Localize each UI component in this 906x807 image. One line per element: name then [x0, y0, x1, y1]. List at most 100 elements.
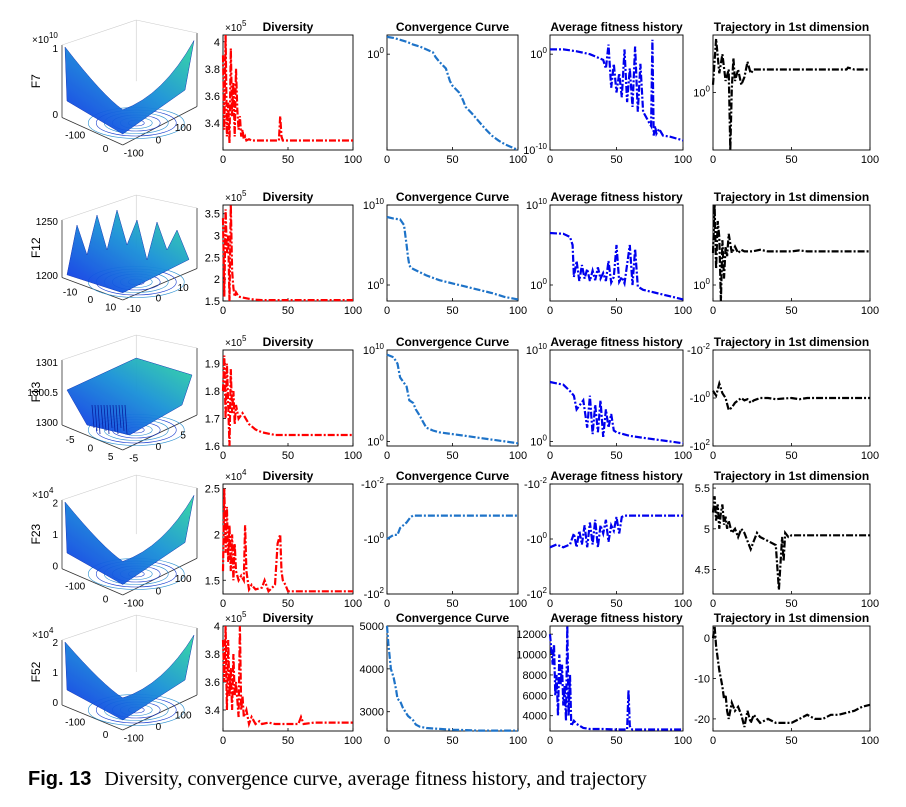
grid-line: [61, 19, 137, 46]
x-tick-label: 100: [674, 450, 692, 462]
y-tick-label: 1.8: [205, 386, 220, 398]
y-tick-label: -20: [694, 714, 710, 726]
x-tick-label: 0: [710, 735, 716, 747]
x-tick-label: 0: [220, 735, 226, 747]
x-tick-label: 100: [509, 598, 527, 610]
plot-frame: [386, 204, 519, 302]
z-tick-label: 0: [52, 110, 58, 121]
y-tick-label: 3.8: [205, 649, 220, 661]
z-tick-label: 1300.5: [27, 388, 58, 399]
surface-mesh: [66, 357, 193, 436]
x-tick-label: 50: [282, 735, 294, 747]
y-tick-label: 4000: [523, 711, 547, 723]
y-tick-label: 100: [175, 574, 192, 585]
x-tick-label: 0: [103, 594, 109, 605]
convergence-chart-f7: Convergence Curve 0 50 100 100: [367, 20, 527, 166]
y-tick-label: 1010: [526, 342, 548, 357]
y-tick-label: 100: [367, 277, 384, 292]
grid-line: [61, 614, 137, 641]
data-series-line: [549, 231, 684, 301]
x-tick-label: 50: [785, 735, 797, 747]
plot-frame: [386, 349, 519, 447]
grid-line: [136, 19, 198, 34]
z-tick-label: 2: [52, 638, 58, 649]
plot-frame: [386, 625, 519, 732]
y-tick-label: 0: [704, 633, 710, 645]
x-tick-label: 50: [785, 305, 797, 317]
data-series-line: [549, 514, 683, 549]
data-series-line: [386, 514, 518, 540]
data-series-line: [385, 625, 518, 732]
plot-frame: [712, 625, 871, 732]
plot-frame: [386, 34, 519, 151]
y-tick-label: 4: [214, 37, 220, 49]
axis-line: [61, 117, 123, 146]
z-multiplier: ×104: [32, 626, 54, 641]
x-tick-label: 100: [344, 450, 362, 462]
surface-plot-f52: F52 ×104 0 1 2 -100 0 -100 0 100: [29, 614, 198, 745]
plot-frame: [222, 204, 354, 302]
y-tick-label: 3.4: [205, 118, 220, 130]
convergence-chart-f52: Convergence Curve 0 50 100 3000 4000 5000: [360, 611, 528, 747]
data-series-line: [386, 35, 519, 152]
y-tick-label: -10-2: [524, 476, 548, 491]
y-tick-label: 1010: [526, 197, 548, 212]
x-tick-label: 0: [384, 598, 390, 610]
x-tick-label: 100: [674, 305, 692, 317]
x-tick-label: 100: [861, 735, 879, 747]
y-tick-label: 8000: [523, 670, 547, 682]
y-tick-label: 1.6: [205, 441, 220, 453]
axis-line: [61, 704, 123, 731]
y-tick-label: 10: [178, 283, 190, 294]
y-tick-label: 5: [704, 524, 710, 536]
y-multiplier: ×105: [225, 189, 247, 204]
y-tick-label: 0: [156, 722, 162, 733]
x-tick-label: 50: [610, 450, 622, 462]
plot-frame: [549, 349, 684, 447]
chart-title: Trajectory in 1st dimension: [714, 611, 869, 625]
y-tick-label: 6000: [523, 690, 547, 702]
x-tick-label: 0: [384, 154, 390, 166]
surface-plot-f13: F13 1300 1300.5 1301 -5 0 5 -5 0 5: [27, 334, 198, 465]
y-tick-label: -102: [690, 438, 711, 453]
plot-frame: [386, 483, 519, 595]
grid-line: [61, 334, 137, 361]
surface-spike: [103, 404, 107, 432]
data-series-line: [221, 355, 353, 447]
data-series-line: [386, 215, 519, 301]
average-chart-f23: Average fitness history 0 50 100 -10-2 -100 -1…: [524, 469, 692, 610]
chart-title: Average fitness history: [550, 20, 683, 34]
data-series-line: [711, 625, 871, 728]
x-tick-label: 0: [220, 598, 226, 610]
y-tick-label: 1010: [363, 342, 385, 357]
surface-mesh: [64, 495, 195, 585]
y-tick-label: -100: [527, 531, 548, 546]
y-tick-label: 0: [156, 136, 162, 147]
trajectory-chart-f7: Trajectory in 1st dimension 0 50 100 100: [693, 20, 879, 166]
chart-title: Diversity: [263, 335, 314, 349]
data-series-line: [221, 488, 353, 594]
y-tick-label: 3000: [360, 707, 384, 719]
y-tick-label: -5: [129, 454, 138, 465]
x-tick-label: 50: [446, 598, 458, 610]
surface-spike: [124, 404, 128, 435]
y-tick-label: -100: [364, 531, 385, 546]
y-tick-label: 3.8: [205, 64, 220, 76]
z-tick-label: 1200: [36, 271, 59, 282]
grid-line: [136, 334, 198, 349]
trajectory-chart-f12: Trajectory in 1st dimension 0 50 100 100: [693, 190, 879, 317]
x-tick-label: 100: [509, 735, 527, 747]
y-tick-label: 3: [214, 231, 220, 243]
x-tick-label: 0: [710, 598, 716, 610]
surface-spike: [121, 404, 125, 432]
plot-frame: [549, 625, 684, 732]
z-tick-label: 1300: [36, 418, 59, 429]
y-tick-label: 100: [530, 46, 547, 61]
y-tick-label: 2.5: [205, 484, 220, 496]
surface-plot-f7: F7 ×1010 0 1 -100 0 -100 0 100: [29, 19, 198, 159]
grid-line: [61, 194, 137, 221]
y-tick-label: -102: [527, 586, 548, 601]
y-multiplier: ×105: [225, 610, 247, 625]
x-tick-label: -100: [65, 717, 85, 728]
z-multiplier: ×104: [32, 486, 54, 501]
